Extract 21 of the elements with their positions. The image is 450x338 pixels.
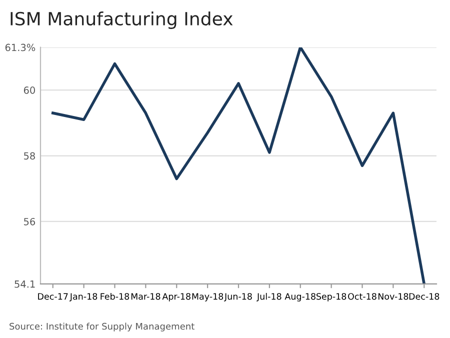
x-tick-label: Mar-18 — [131, 293, 160, 300]
x-tick-label: Dec-18 — [409, 293, 440, 300]
y-tick-label: 61.3% — [5, 44, 36, 52]
x-tick-label: Jan-18 — [69, 293, 98, 302]
source-note: Source: Institute for Supply Management — [10, 322, 194, 332]
x-tick-label: Dec-17 — [38, 293, 68, 300]
x-tick-label: Nov-18 — [378, 293, 408, 300]
y-tick-label: 58 — [24, 152, 35, 160]
x-tick-label: May-18 — [192, 293, 224, 302]
x-tick-label: Jul-18 — [256, 292, 282, 302]
x-tick-label: Jun-18 — [224, 293, 252, 302]
x-tick-label: Feb-18 — [100, 292, 130, 300]
y-tick-label: 54.1 — [14, 280, 35, 288]
chart-title: ISM Manufacturing Index — [10, 12, 233, 30]
x-tick-label: Aug-18 — [284, 293, 316, 302]
y-tick-label: 60 — [24, 86, 35, 94]
x-tick-label: Sep-18 — [316, 293, 346, 302]
line-series — [51, 47, 426, 284]
x-tick-label: Apr-18 — [162, 293, 190, 302]
x-tick-label: Oct-18 — [348, 293, 376, 300]
y-tick-label: 56 — [24, 218, 36, 226]
